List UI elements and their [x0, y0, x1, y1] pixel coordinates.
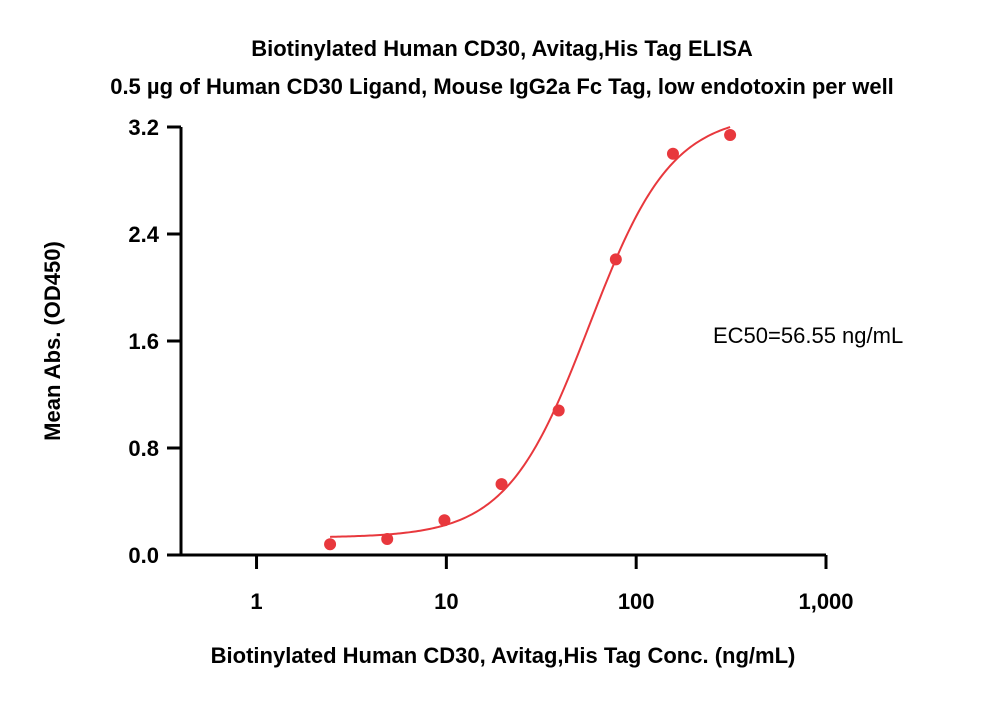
chart-subtitle: 0.5 µg of Human CD30 Ligand, Mouse IgG2a…: [110, 74, 894, 99]
x-axis-label: Biotinylated Human CD30, Avitag,His Tag …: [211, 643, 796, 668]
ec50-annotation: EC50=56.55 ng/mL: [713, 323, 903, 348]
x-tick-label: 1,000: [798, 589, 853, 614]
y-axis-ticks: 0.0 0.8 1.6 2.4 3.2: [128, 115, 181, 568]
data-point: [666, 147, 679, 160]
chart-title: Biotinylated Human CD30, Avitag,His Tag …: [251, 36, 753, 61]
plot-area: 0.0 0.8 1.6 2.4 3.2 1 10 100 1,000: [128, 115, 853, 614]
y-tick-label: 1.6: [128, 329, 159, 354]
x-tick-label: 1: [250, 589, 262, 614]
data-point: [609, 253, 622, 266]
data-points: [324, 129, 737, 551]
data-point: [495, 478, 508, 491]
y-axis-label: Mean Abs. (OD450): [40, 241, 65, 441]
data-point: [324, 538, 337, 551]
y-tick-label: 0.8: [128, 436, 159, 461]
x-tick-label: 100: [618, 589, 655, 614]
data-point: [552, 404, 565, 417]
y-tick-label: 3.2: [128, 115, 159, 140]
y-tick-label: 0.0: [128, 543, 159, 568]
x-tick-label: 10: [434, 589, 458, 614]
data-point: [381, 532, 394, 545]
fit-curve: [330, 126, 731, 538]
data-point: [438, 514, 451, 527]
data-point: [724, 129, 737, 142]
x-axis-ticks: 1 10 100 1,000: [250, 555, 854, 614]
y-tick-label: 2.4: [128, 222, 159, 247]
